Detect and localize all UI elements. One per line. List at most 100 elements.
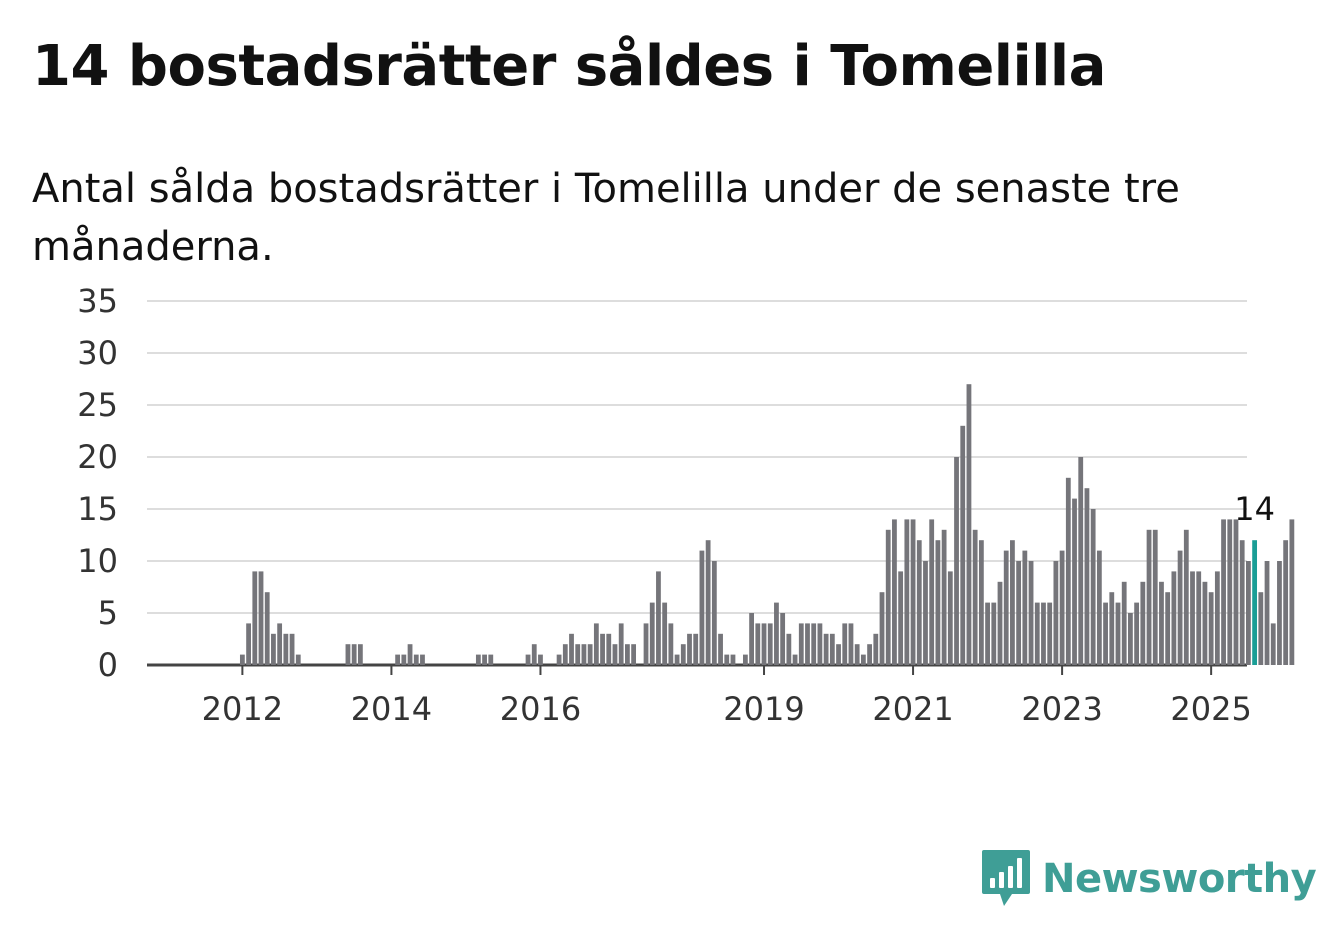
bar: [295, 654, 301, 665]
bar: [606, 633, 612, 665]
bar: [718, 633, 723, 665]
highlight-data-label: 14: [1234, 490, 1275, 528]
bar: [724, 654, 730, 665]
bar: [798, 623, 804, 665]
bar: [1277, 561, 1282, 665]
bar: [643, 623, 649, 665]
bar: [1159, 581, 1164, 665]
bar: [1152, 529, 1158, 665]
bar: [264, 592, 270, 665]
bar: [1115, 602, 1121, 665]
bar: [854, 644, 860, 665]
bar: [1010, 540, 1015, 665]
bar: [277, 623, 283, 665]
bar: [960, 425, 966, 665]
bar: [538, 654, 543, 665]
bar: [842, 623, 848, 665]
bar: [991, 602, 997, 665]
bar: [357, 644, 363, 665]
x-tick-label: 2021: [872, 690, 953, 728]
bar: [1072, 498, 1077, 665]
bar: [985, 602, 990, 665]
bar: [742, 654, 748, 665]
y-tick-label: 25: [77, 386, 118, 424]
bar: [1171, 571, 1177, 665]
x-tick-label: 2014: [351, 690, 432, 728]
gridlines: [147, 300, 1247, 675]
x-tick-label: 2019: [723, 690, 804, 728]
bar: [1084, 488, 1090, 665]
bar: [935, 540, 941, 665]
y-tick-label: 5: [98, 594, 118, 632]
bar: [792, 654, 798, 665]
bar: [283, 633, 289, 665]
bar: [1134, 602, 1140, 665]
bar: [941, 529, 947, 665]
bar: [1103, 602, 1108, 665]
bar: [1177, 550, 1183, 665]
bar: [1146, 529, 1152, 665]
bar: [1227, 519, 1233, 665]
bar: [1246, 561, 1251, 665]
bar: [271, 633, 276, 665]
newsworthy-logo-icon: [982, 850, 1030, 906]
y-tick-label: 10: [77, 542, 118, 580]
bar: [258, 571, 264, 665]
bars: [239, 384, 1295, 665]
bar: [1003, 550, 1009, 665]
bar: [1221, 519, 1226, 665]
chart-subtitle: Antal sålda bostadsrätter i Tomelilla un…: [32, 166, 1180, 270]
bar: [699, 550, 705, 665]
bar: [947, 571, 953, 665]
x-tick-label: 2016: [500, 690, 581, 728]
bar: [885, 529, 891, 665]
bar: [1208, 592, 1214, 665]
x-tick-label: 2023: [1021, 690, 1102, 728]
bar: [420, 654, 425, 665]
bar: [656, 571, 661, 665]
bar: [289, 633, 295, 665]
bar: [848, 623, 854, 665]
bar: [1121, 581, 1127, 665]
bar: [1140, 581, 1146, 665]
bar: [829, 633, 835, 665]
bar: [1128, 613, 1133, 665]
bar: [767, 623, 773, 665]
bar: [687, 633, 692, 665]
bar: [407, 644, 413, 665]
bar: [836, 644, 841, 665]
bar: [1264, 561, 1270, 665]
bar: [1233, 519, 1239, 665]
bar: [587, 644, 593, 665]
bar: [1078, 457, 1084, 665]
bar: [780, 613, 786, 665]
bar: [668, 623, 674, 665]
bar: [631, 644, 637, 665]
bar: [904, 519, 910, 665]
bar: [662, 602, 668, 665]
bar: [581, 644, 587, 665]
bar: [680, 644, 686, 665]
bar: [879, 592, 885, 665]
bar: [482, 654, 487, 665]
bar: [966, 384, 972, 665]
bar: [674, 654, 680, 665]
bar: [401, 654, 407, 665]
bar: [811, 623, 817, 665]
bar: [562, 644, 568, 665]
bar: [711, 561, 717, 665]
bar: [1109, 592, 1115, 665]
x-tick-label: 2012: [202, 690, 283, 728]
bar: [618, 623, 624, 665]
bar: [892, 519, 897, 665]
bar: [1047, 602, 1053, 665]
bar: [252, 571, 258, 665]
newsworthy-logo: Newsworthy: [980, 848, 1317, 910]
bar: [693, 633, 699, 665]
bar: [860, 654, 866, 665]
bar: [1096, 550, 1102, 665]
bar: [525, 654, 531, 665]
bar: [954, 457, 959, 665]
bar: [1028, 561, 1034, 665]
